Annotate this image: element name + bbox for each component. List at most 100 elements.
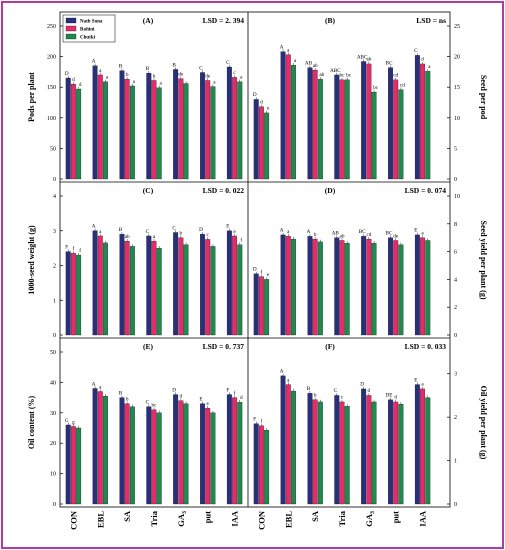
bar-B-SA-0 [307, 67, 313, 180]
significance-label: bc [346, 73, 352, 79]
bar-D-GA3-2 [371, 243, 377, 336]
bar-E-GA3-2 [183, 403, 189, 505]
significance-label: E [199, 396, 202, 402]
y-axis-title: Oil yield per plant (g) [479, 386, 488, 460]
bar-D-SA-1 [312, 238, 318, 336]
x-tick-label-left: CON [68, 510, 78, 530]
significance-label: d [180, 393, 183, 399]
significance-label: cd [400, 82, 405, 88]
significance-label: c [233, 70, 236, 76]
significance-label: a [213, 79, 216, 85]
bar-D-put-2 [398, 244, 404, 336]
significance-label: ab [340, 233, 345, 239]
bar-D-EBL-0 [280, 234, 286, 336]
bar-C-EBL-1 [97, 235, 103, 336]
significance-label: a [160, 81, 163, 87]
significance-label: C [172, 225, 176, 231]
bar-B-CON-2 [264, 112, 270, 180]
panel-A: 0 50 100 150 200 250 Pods per plant (A) LSD = 2.… [27, 16, 244, 183]
significance-label: a [294, 58, 297, 64]
bar-E-IAA-2 [237, 402, 243, 505]
bar-E-EBL-0 [92, 388, 98, 505]
significance-label: a [287, 229, 290, 235]
bar-C-put-2 [210, 246, 216, 336]
lsd-label: LSD = ns [416, 16, 446, 25]
significance-label: a [99, 68, 102, 74]
ytick-label: 50 [50, 146, 56, 152]
bar-D-GA3-0 [361, 236, 367, 336]
ytick-label: 0 [454, 177, 457, 183]
legend-entry: Rohini [80, 28, 95, 33]
ytick-label: 4 [454, 277, 457, 283]
ytick-label: 50 [50, 350, 56, 356]
significance-label: A [92, 381, 96, 387]
bar-F-IAA-0 [414, 384, 420, 505]
bar-D-SA-0 [307, 236, 313, 336]
bar-F-SA-2 [317, 401, 323, 505]
bar-C-Tria-1 [151, 241, 157, 336]
bar-F-Tria-1 [339, 401, 345, 505]
significance-label: b [180, 231, 183, 237]
significance-label: e [267, 106, 270, 112]
ytick-label: 0 [53, 333, 56, 339]
bar-F-EBL-2 [291, 390, 296, 505]
significance-label: D [253, 92, 257, 98]
bar-A-Tria-0 [146, 72, 152, 180]
ytick-label: 2 [454, 305, 457, 311]
x-tick-label-left: put [203, 511, 213, 523]
significance-label: C [334, 388, 338, 394]
bar-B-EBL-0 [280, 51, 286, 180]
significance-label: B [119, 63, 123, 69]
significance-label: C [414, 48, 418, 54]
x-tick-label-right: put [391, 511, 401, 523]
bar-A-EBL-0 [92, 65, 98, 180]
bar-A-CON-2 [76, 88, 82, 180]
bar-F-CON-1 [258, 425, 264, 505]
legend-swatch [65, 33, 77, 40]
bar-B-IAA-1 [420, 63, 426, 180]
significance-label: C [146, 229, 150, 235]
ytick-label: 20 [50, 441, 56, 447]
x-tick-label-right: EBL [283, 511, 293, 528]
significance-label: f [240, 236, 242, 243]
significance-label: cd [393, 73, 398, 79]
significance-label: A [280, 369, 284, 375]
significance-label: f [73, 245, 75, 252]
bar-B-Tria-0 [334, 74, 340, 180]
x-tick-label-left: GA3 [176, 511, 188, 527]
bar-C-CON-2 [76, 254, 82, 336]
significance-label: BC [359, 229, 366, 235]
bar-F-IAA-1 [420, 388, 426, 505]
bar-E-CON-2 [76, 427, 82, 505]
panel-F: 0 1 2 3 Oil yield per plant (g) (F) LSD = 0. 0… [253, 342, 488, 508]
significance-label: bc [152, 403, 158, 409]
bar-A-Tria-1 [151, 80, 157, 180]
bar-B-CON-0 [253, 99, 259, 180]
bar-E-put-1 [205, 408, 211, 505]
ytick-label: 250 [47, 24, 56, 30]
ytick-label: 40 [50, 380, 56, 386]
ytick-label: 2 [454, 415, 457, 421]
lsd-label: LSD = 0. 033 [405, 342, 447, 351]
significance-label: b [314, 393, 317, 399]
significance-label: e [233, 229, 236, 235]
bar-A-EBL-1 [97, 74, 103, 180]
bar-C-put-0 [200, 234, 205, 336]
significance-label: f [234, 389, 236, 396]
bar-F-CON-2 [264, 430, 270, 505]
bar-C-EBL-0 [92, 230, 98, 336]
significance-label: C [199, 65, 203, 71]
significance-label: bc [373, 85, 379, 91]
ytick-label: 200 [47, 55, 56, 61]
x-tick-label-right: CON [256, 510, 266, 530]
significance-label: BC [386, 60, 393, 66]
bar-C-IAA-0 [226, 230, 232, 336]
bar-E-SA-0 [119, 397, 125, 505]
bar-A-IAA-1 [232, 77, 238, 180]
significance-label: G [65, 418, 69, 424]
bar-C-IAA-2 [237, 244, 243, 336]
legend-entry: Nath Sona [80, 20, 103, 25]
